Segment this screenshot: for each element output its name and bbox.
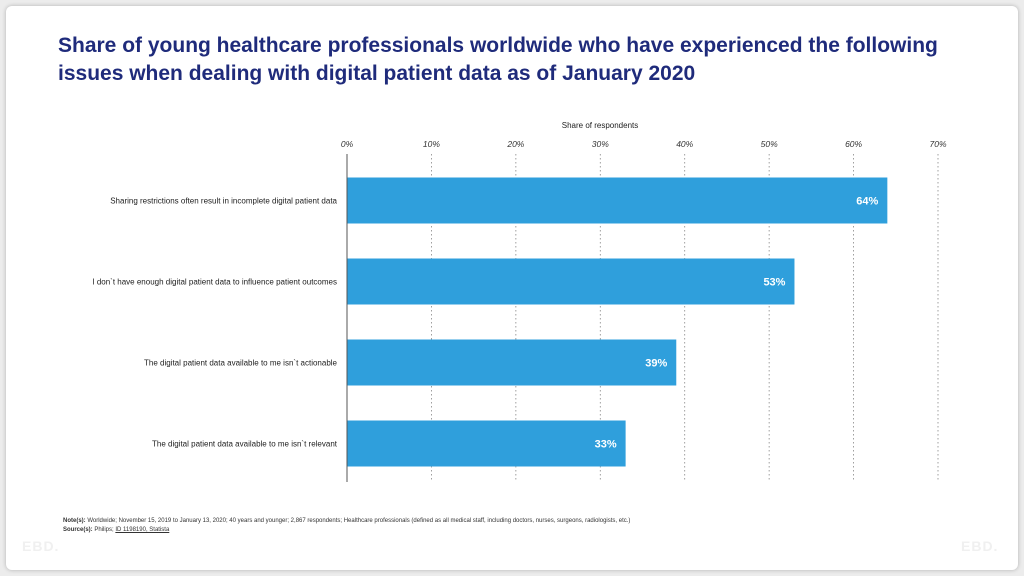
watermark-left: EBD. [22,538,60,554]
x-tick-label: 70% [929,139,946,149]
bar-value-label: 33% [595,439,617,451]
category-label: Sharing restrictions often result in inc… [110,197,337,206]
bar [347,177,888,224]
bar-value-label: 39% [645,358,667,370]
bar [347,258,795,305]
chart-title: Share of young healthcare professionals … [58,34,938,85]
chart-notes: Note(s): Worldwide; November 15, 2019 to… [63,517,943,535]
bar-chart: Share of respondents 0% 10% 20% 30% 40% 50% 60… [92,121,947,482]
bar-value-label: 53% [763,277,785,289]
category-label: I don`t have enough digital patient data… [92,278,337,287]
x-tick-label: 40% [676,139,693,149]
watermark-right: EBD. [961,538,999,554]
x-tick-label: 30% [592,139,609,149]
category-label: The digital patient data available to me… [144,359,338,368]
source-text: Philips; [92,527,116,533]
x-tick-label: 10% [423,139,440,149]
source-label: Source(s): [63,527,93,533]
x-tick-label: 60% [845,139,862,149]
x-tick-label: 0% [341,139,354,149]
bar-value-label: 64% [856,196,878,208]
notes-label: Note(s): [63,518,86,524]
category-label: The digital patient data available to me… [152,440,338,449]
x-axis-label: Share of respondents [562,121,639,130]
bar [347,420,626,467]
notes-line: Note(s): Worldwide; November 15, 2019 to… [63,517,943,526]
x-tick-label: 20% [506,139,524,149]
source-link[interactable]: ID 1198190, Statista [115,527,170,533]
x-tick-label: 50% [761,139,778,149]
source-line: Source(s): Philips; ID 1198190, Statista [63,526,943,535]
bar [347,339,677,386]
slide: Share of young healthcare professionals … [6,6,1018,570]
notes-text: Worldwide; November 15, 2019 to January … [85,518,631,524]
